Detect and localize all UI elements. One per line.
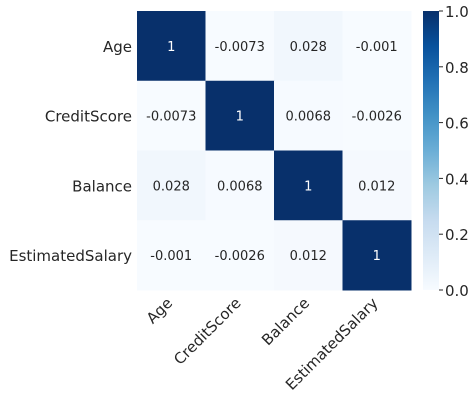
colorbar-gradient xyxy=(423,11,439,290)
cell-annotation: 0.012 xyxy=(290,249,327,264)
cell-annotation: 0.0068 xyxy=(217,179,263,194)
colorbar xyxy=(423,11,439,290)
heatmap-cell-3-0 xyxy=(137,220,206,291)
y-tick-label: CreditScore xyxy=(45,108,132,126)
cell-annotation: 1 xyxy=(236,110,244,125)
cell-annotation: 0.0068 xyxy=(286,110,332,125)
colorbar-ticks: 0.0 0.2 0.4 0.6 0.8 1.0 xyxy=(439,3,469,300)
heatmap-cell-3-1 xyxy=(205,220,275,291)
heatmap-cell-1-2 xyxy=(274,80,343,151)
heatmap-annotations: 1 -0.0073 0.028 -0.001 -0.0073 1 0.0068 -0.0026… xyxy=(146,40,402,264)
colorbar-tick-label: 1.0 xyxy=(445,3,469,21)
y-axis-labels: Age CreditScore Balance EstimatedSalary xyxy=(9,38,132,265)
x-tick-label: Balance xyxy=(258,294,313,349)
cell-annotation: 1 xyxy=(304,179,312,194)
heatmap-cell-1-1 xyxy=(205,80,275,151)
colorbar-tick-label: 0.0 xyxy=(445,282,469,300)
cell-annotation: -0.001 xyxy=(356,40,398,55)
colorbar-tick-label: 0.6 xyxy=(445,115,469,133)
colorbar-tick-label: 0.8 xyxy=(445,59,469,77)
cell-annotation: 0.012 xyxy=(358,179,395,194)
heatmap-cell-2-1 xyxy=(205,150,275,221)
cell-annotation: -0.0073 xyxy=(215,40,265,55)
cell-annotation: 1 xyxy=(167,40,175,55)
colorbar-tick-label: 0.4 xyxy=(445,170,469,188)
y-tick-label: Age xyxy=(103,38,132,56)
heatmap-cell-1-3 xyxy=(342,80,412,151)
heatmap-cell-2-3 xyxy=(342,150,412,221)
y-tick-label: EstimatedSalary xyxy=(9,247,132,265)
heatmap-cell-0-1 xyxy=(205,11,275,82)
heatmap-cell-2-2 xyxy=(274,150,343,221)
cell-annotation: -0.0026 xyxy=(352,110,402,125)
heatmap-cell-0-0 xyxy=(137,11,206,82)
y-tick-label: Balance xyxy=(72,177,132,195)
heatmap-cell-0-3 xyxy=(342,11,412,82)
cell-annotation: 0.028 xyxy=(290,40,327,55)
heatmap-cell-3-2 xyxy=(274,220,343,291)
cell-annotation: 1 xyxy=(373,249,381,264)
heatmap-cell-2-0 xyxy=(137,150,206,221)
x-tick-label: CreditScore xyxy=(170,294,244,368)
cell-annotation: -0.0026 xyxy=(215,249,265,264)
heatmap-cell-0-2 xyxy=(274,11,343,82)
heatmap-cell-1-0 xyxy=(137,80,206,151)
heatmap-cell-3-3 xyxy=(342,220,412,291)
heatmap-cells xyxy=(137,11,412,291)
cell-annotation: -0.0073 xyxy=(146,110,196,125)
x-tick-label: Age xyxy=(143,294,176,327)
cell-annotation: 0.028 xyxy=(153,179,190,194)
colorbar-tick-label: 0.2 xyxy=(445,226,469,244)
cell-annotation: -0.001 xyxy=(150,249,192,264)
